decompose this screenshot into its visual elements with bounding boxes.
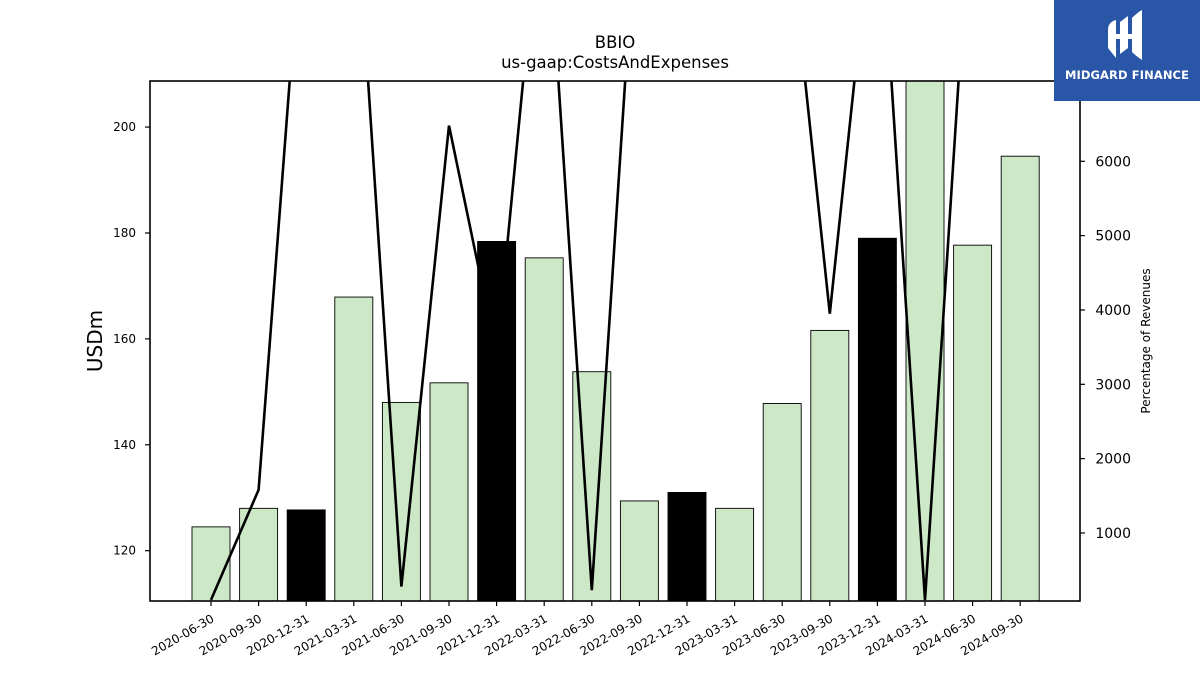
bar-2020-09-30 xyxy=(239,507,279,602)
y-axis-label: USDm xyxy=(83,310,107,372)
bar-2024-06-30 xyxy=(953,244,993,602)
bar-2022-09-30 xyxy=(619,500,659,602)
right-axis: 1000 2000 3000 4000 5000 6000 xyxy=(1080,154,1131,542)
y-tick-label: 140 xyxy=(113,438,136,452)
bar-2020-12-31 xyxy=(286,509,326,602)
chart-subtitle: us-gaap:CostsAndExpenses xyxy=(501,53,729,72)
y-tick-label: 180 xyxy=(113,226,136,240)
y-tick-label: 160 xyxy=(113,332,136,346)
bar-2023-09-30 xyxy=(810,329,850,602)
bar-2023-12-31 xyxy=(857,237,897,602)
y-right-tick-label: 1000 xyxy=(1095,526,1131,542)
bars xyxy=(191,80,1040,602)
bar-2021-12-31 xyxy=(477,240,517,602)
left-axis: 120 140 160 180 200 xyxy=(113,120,150,558)
bar-2022-12-31 xyxy=(667,491,707,602)
y-right-tick-label: 5000 xyxy=(1095,229,1131,245)
brand-logo: MIDGARD FINANCE xyxy=(1054,0,1200,101)
bar-2021-09-30 xyxy=(429,382,469,602)
bar-2024-03-31 xyxy=(905,80,945,602)
y-tick-label: 120 xyxy=(113,544,136,558)
bar-2023-06-30 xyxy=(762,403,802,602)
logo-mark-icon xyxy=(1108,10,1142,60)
y-right-tick-label: 3000 xyxy=(1095,377,1131,393)
bar-2020-06-30 xyxy=(191,526,231,602)
y-tick-label: 200 xyxy=(113,120,136,134)
logo-text: MIDGARD FINANCE xyxy=(1064,68,1190,82)
percentage-of-revenues-line xyxy=(209,81,960,601)
x-axis: 2020-06-302020-09-302020-12-312021-03-31… xyxy=(149,601,1026,658)
bar-2024-09-30 xyxy=(1000,155,1040,602)
percentage-line xyxy=(209,81,960,601)
y-right-tick-label: 4000 xyxy=(1095,303,1131,319)
bar-2021-03-31 xyxy=(334,296,374,602)
chart-title: BBIO xyxy=(595,33,636,52)
plot-frame xyxy=(149,80,1081,602)
y-right-tick-label: 2000 xyxy=(1095,452,1131,468)
y-axis-label-right: Percentage of Revenues xyxy=(1139,268,1153,413)
bar-2023-03-31 xyxy=(715,507,755,602)
y-right-tick-label: 6000 xyxy=(1095,154,1131,170)
bar-2022-03-31 xyxy=(524,257,564,602)
